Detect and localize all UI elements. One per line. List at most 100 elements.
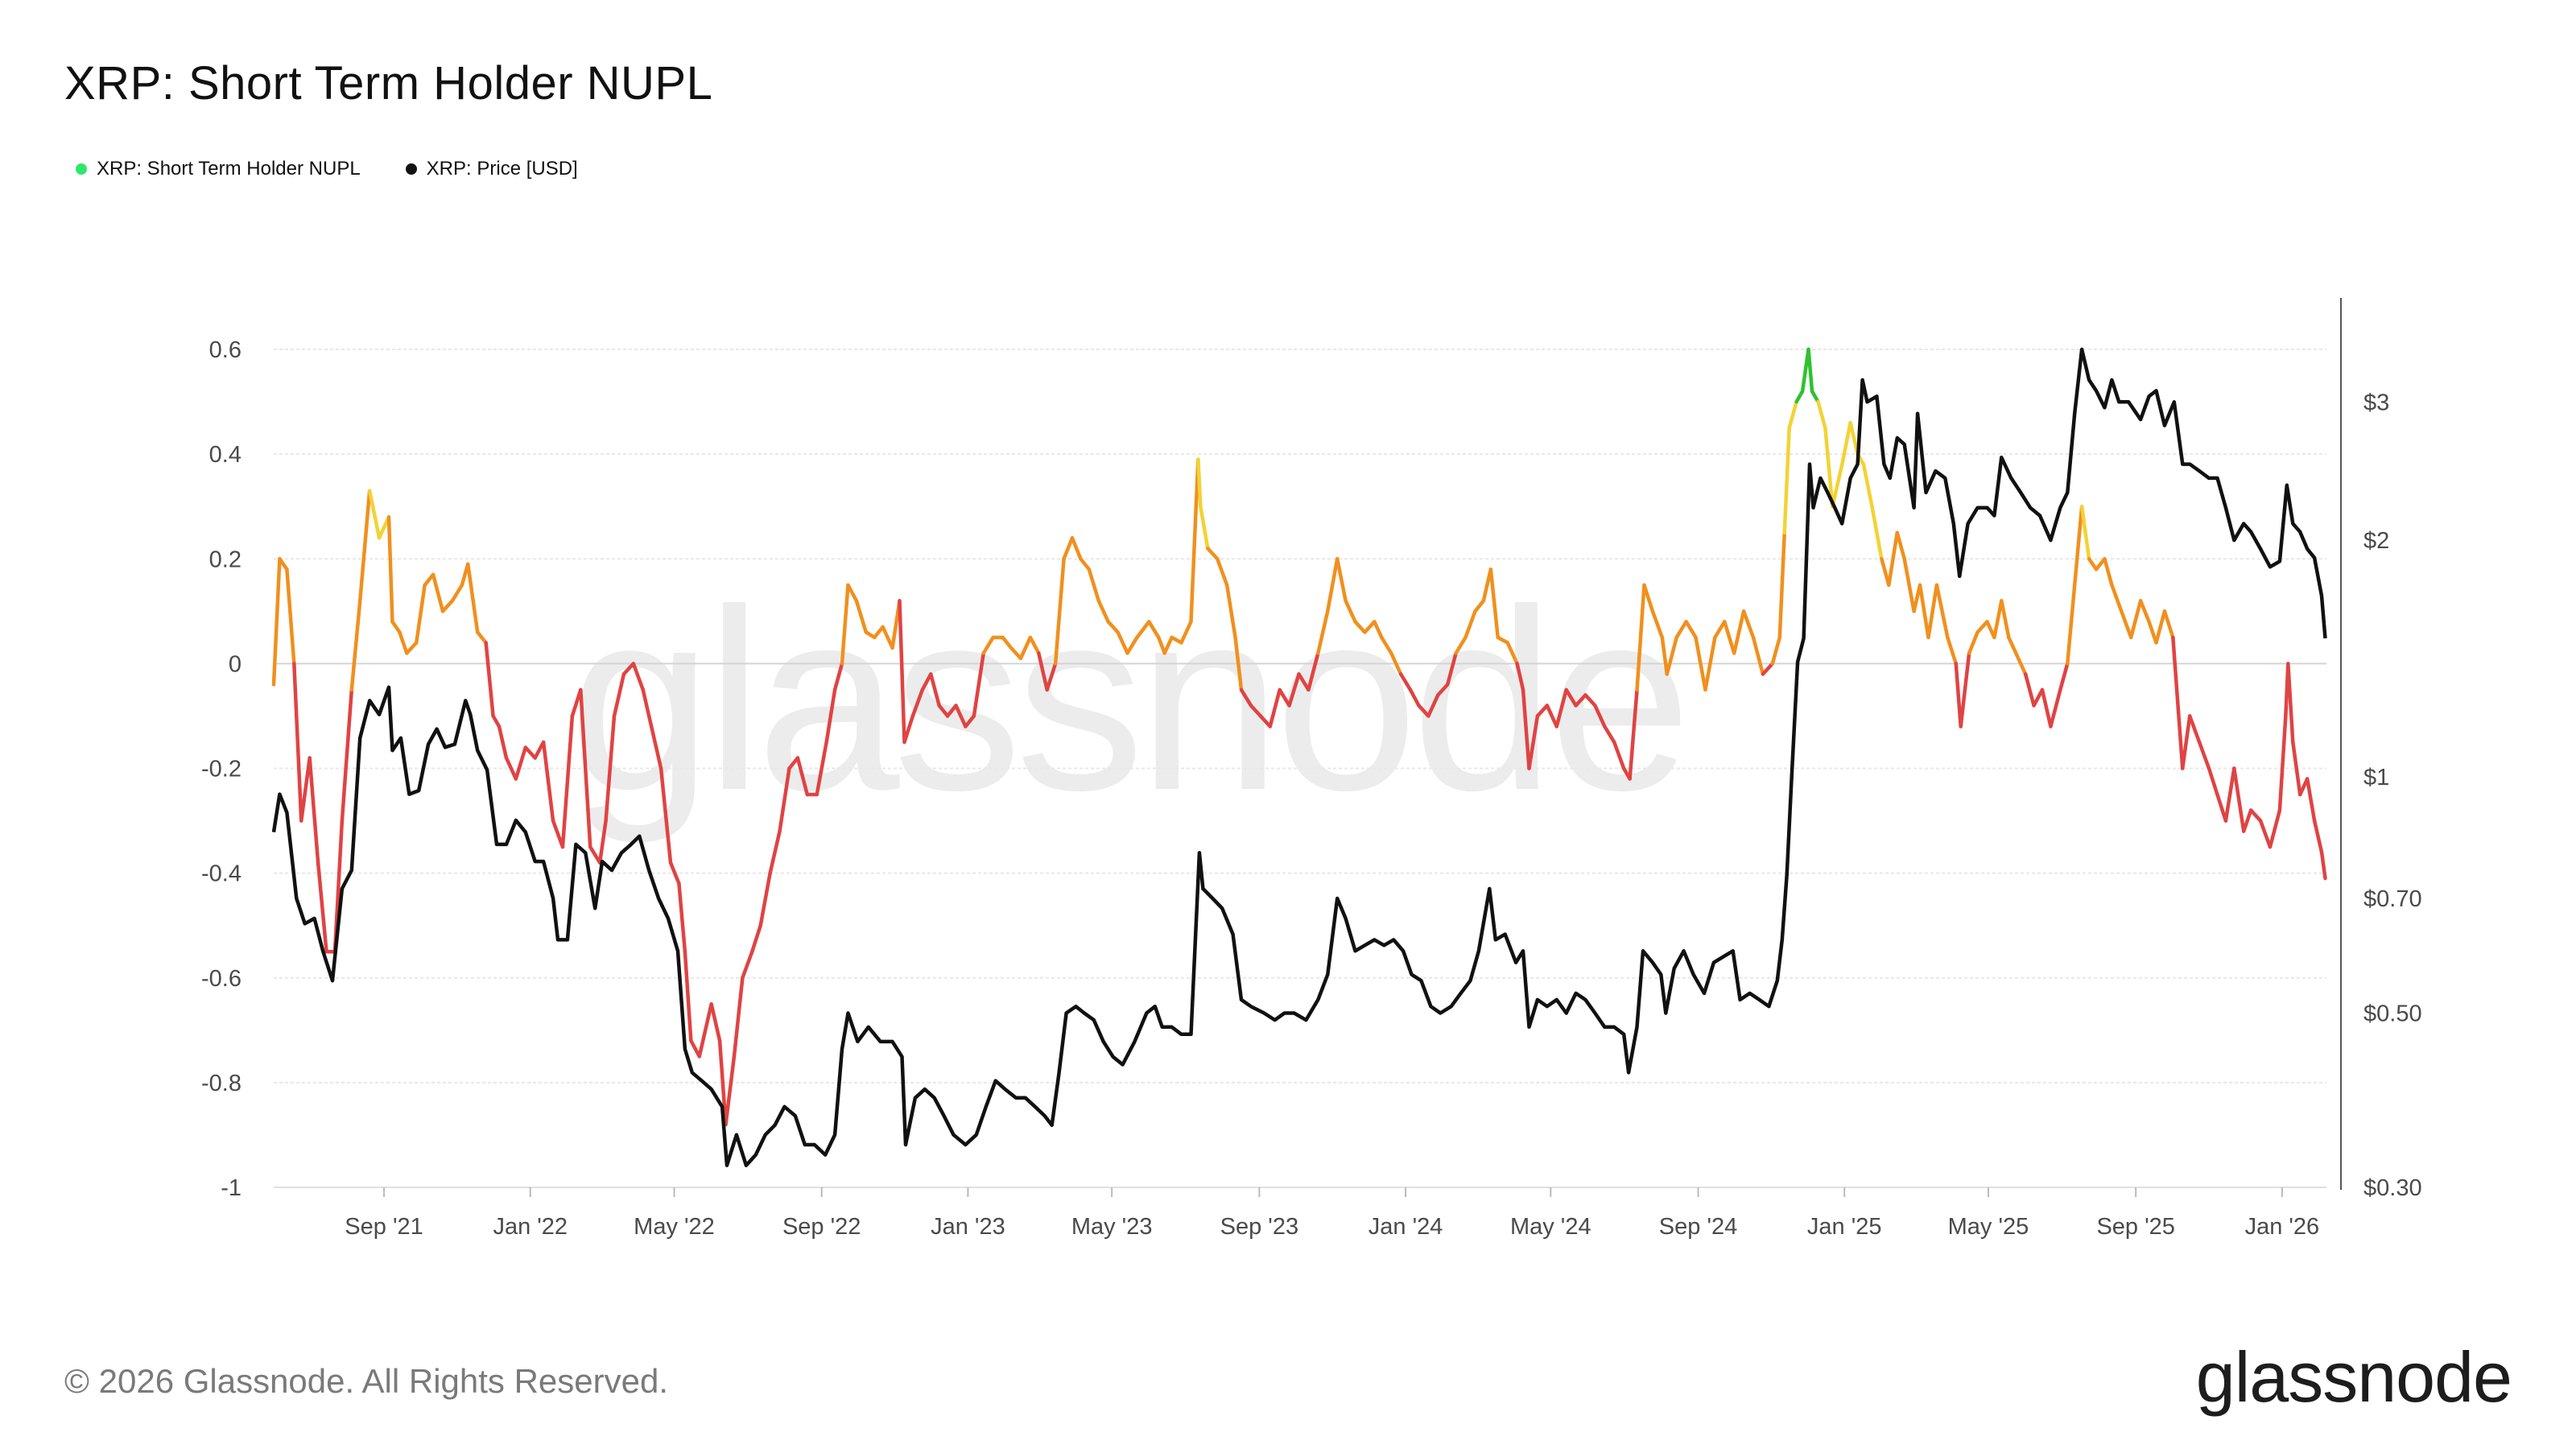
nupl-line-segment: [1199, 504, 1210, 551]
nupl-line-segment: [1278, 687, 1291, 708]
y-right-tick-label: $0.70: [2363, 886, 2422, 912]
x-tick-label: Sep '23: [1220, 1214, 1298, 1240]
nupl-line-segment: [1895, 530, 1906, 561]
nupl-line-segment: [1239, 687, 1253, 708]
nupl-line-segment: [1694, 635, 1707, 692]
nupl-line-segment: [523, 745, 537, 760]
nupl-line-segment: [709, 1002, 722, 1043]
x-tick-label: Sep '22: [782, 1214, 861, 1240]
nupl-line-segment: [1545, 704, 1558, 729]
nupl-line-segment: [1831, 462, 1844, 509]
nupl-line-segment: [1287, 672, 1301, 708]
y-left-tick-label: 0.2: [209, 547, 242, 572]
nupl-line-segment: [1583, 693, 1597, 708]
nupl-line-segment: [560, 714, 575, 849]
nupl-line-segment: [795, 756, 810, 797]
nupl-line-segment: [2058, 662, 2070, 692]
nupl-line-segment: [1156, 635, 1166, 655]
nupl-line-segment: [1782, 426, 1791, 535]
nupl-line-segment: [2154, 609, 2167, 645]
nupl-line-segment: [1417, 704, 1430, 718]
nupl-line-segment: [1344, 599, 1357, 624]
nupl-line-segment: [1967, 630, 1979, 655]
nupl-line-segment: [1307, 651, 1320, 692]
nupl-line-segment: [604, 714, 617, 823]
nupl-line-segment: [2277, 714, 2288, 812]
y-left-tick-label: -0.4: [201, 861, 242, 887]
nupl-line-segment: [1179, 620, 1193, 645]
price-line: [271, 347, 2327, 1167]
nupl-line-segment: [954, 704, 968, 729]
x-tick-label: May '24: [1510, 1214, 1591, 1240]
legend-item-nupl[interactable]: XRP: Short Term Holder NUPL: [76, 158, 361, 180]
nupl-line-segment: [1206, 546, 1220, 561]
nupl-line-segment: [1816, 399, 1827, 430]
nupl-line-segment: [349, 599, 362, 692]
nupl-line-segment: [2128, 599, 2143, 640]
nupl-line-segment: [1887, 530, 1900, 588]
nupl-line-segment: [316, 861, 328, 954]
nupl-line-segment: [1268, 687, 1282, 729]
y-right-tick-label: $3: [2363, 390, 2389, 415]
nupl-line-segment: [910, 687, 925, 718]
nupl-line-segment: [1635, 583, 1646, 692]
x-tick-label: Jan '22: [493, 1214, 568, 1240]
nupl-line-segment: [475, 630, 488, 645]
nupl-line-segment: [1839, 420, 1852, 467]
nupl-line-segment: [677, 881, 687, 954]
nupl-line-segment: [1603, 724, 1616, 745]
nupl-line-segment: [357, 489, 372, 603]
nupl-line-segment: [2268, 808, 2282, 849]
x-tick-label: Jan '23: [931, 1214, 1005, 1240]
nupl-line-segment: [450, 583, 464, 603]
x-tick-label: Jan '26: [2245, 1214, 2320, 1240]
nupl-line-segment: [1861, 462, 1874, 509]
nupl-line-segment: [1848, 420, 1860, 456]
nupl-line-segment: [2291, 740, 2302, 797]
chart-title: XRP: Short Term Holder NUPL: [64, 57, 713, 109]
nupl-line-segment: [1880, 557, 1891, 588]
nupl-line-segment: [2223, 766, 2236, 823]
watermark: glassnode: [569, 555, 1686, 845]
nupl-line-segment: [292, 662, 303, 823]
glassnode-logo[interactable]: glassnode: [2195, 1337, 2512, 1417]
legend-item-price[interactable]: XRP: Price [USD]: [405, 158, 578, 180]
nupl-line-segment: [2023, 672, 2036, 708]
nupl-line-segment: [724, 1055, 737, 1127]
nupl-line-segment: [1926, 583, 1939, 640]
nupl-line-segment: [689, 1038, 702, 1059]
nupl-line-segment: [1426, 693, 1440, 718]
nupl-line-segment: [2072, 504, 2084, 588]
nupl-line-segment: [649, 724, 663, 770]
nupl-line-segment: [2197, 740, 2211, 770]
nupl-line-segment: [1674, 620, 1688, 640]
nupl-line-segment: [1761, 662, 1775, 676]
nupl-line-segment: [2248, 808, 2263, 823]
x-tick-label: May '23: [1071, 1214, 1153, 1240]
nupl-line-segment: [2319, 850, 2327, 881]
nupl-line-segment: [2232, 766, 2246, 833]
nupl-line-segment: [2305, 777, 2317, 823]
nupl-line-segment: [1535, 704, 1550, 718]
nupl-line-segment: [1787, 399, 1798, 430]
nupl-line-segment: [2094, 557, 2107, 572]
x-tick-label: Sep '21: [345, 1214, 423, 1240]
nupl-line-segment: [2032, 687, 2045, 708]
nupl-line-segment: [1660, 635, 1670, 676]
nupl-line-segment: [1946, 635, 1958, 666]
y-left-tick-label: -0.6: [201, 966, 242, 992]
nupl-line-segment: [1593, 704, 1607, 729]
nupl-line-segment: [1684, 620, 1698, 640]
nupl-line-segment: [440, 599, 455, 613]
nupl-line-segment: [854, 599, 869, 634]
legend-label-price: XRP: Price [USD]: [426, 158, 578, 180]
nupl-line-segment: [1106, 620, 1120, 634]
nupl-line-segment: [612, 672, 626, 718]
nupl-line-segment: [1079, 557, 1092, 572]
nupl-line-segment: [1001, 635, 1013, 650]
nupl-line-segment: [1070, 535, 1083, 561]
x-tick-label: Sep '25: [2096, 1214, 2174, 1240]
nupl-line-segment: [491, 714, 502, 729]
nupl-line-segment: [405, 641, 419, 655]
